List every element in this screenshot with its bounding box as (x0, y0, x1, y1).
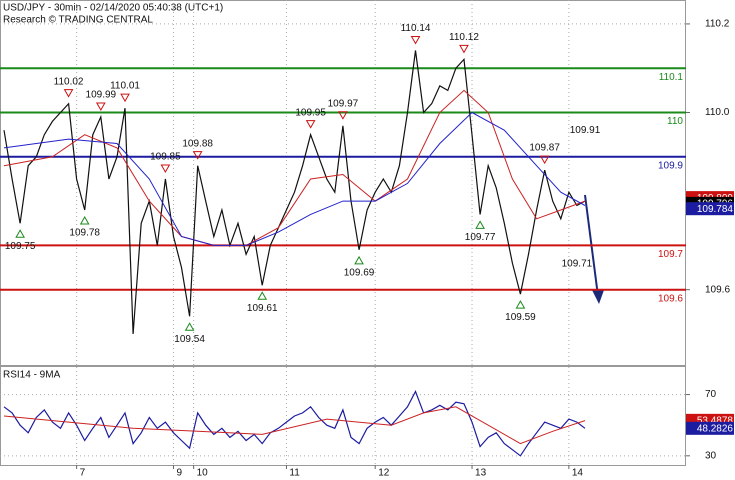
low-marker (475, 220, 485, 229)
annotation-label: 110.02 (54, 76, 84, 87)
level-label: 110 (667, 116, 683, 127)
low-marker (257, 291, 268, 300)
y-tick-label: 110.2 (705, 19, 730, 30)
annotation-label: 109.61 (247, 303, 278, 314)
high-marker (338, 111, 348, 120)
last-value-label: 53.4878 (697, 415, 734, 426)
low-marker (79, 215, 90, 225)
low-marker (184, 322, 195, 331)
high-marker (63, 89, 74, 98)
x-tick-label: 10 (197, 468, 209, 479)
high-marker (95, 102, 106, 111)
series-line (3, 406, 586, 445)
price-panel (0, 0, 686, 366)
level-label: 109.6 (658, 293, 683, 304)
annotation-label: 109.75 (5, 241, 36, 252)
annotation-label: 110.01 (110, 81, 140, 92)
x-tick-label: 12 (378, 468, 390, 479)
annotation-label: 109.88 (182, 138, 213, 149)
annotation-label: 109.87 (529, 143, 560, 154)
low-marker (354, 255, 364, 265)
rsi-panel (0, 366, 686, 466)
high-marker (410, 35, 421, 45)
annotation-label: 109.99 (86, 90, 117, 101)
forecast-arrow-head (592, 290, 604, 304)
high-marker (160, 164, 171, 173)
x-tick-label: 13 (475, 468, 487, 479)
high-marker (459, 44, 469, 54)
y-tick-label: 109.6 (705, 284, 730, 295)
annotation-label: 109.59 (505, 312, 536, 323)
chart-subtitle: Research © TRADING CENTRAL (3, 15, 153, 26)
annotation-label: 110.14 (401, 23, 431, 34)
x-tick-label: 11 (289, 468, 300, 479)
annotation-label: 110.12 (449, 32, 479, 43)
series-line (3, 50, 586, 335)
annotation-label: 109.78 (69, 228, 100, 239)
high-marker (305, 120, 316, 129)
annotation-label: 109.85 (150, 152, 181, 163)
y-tick-label: 70 (705, 389, 717, 400)
level-label: 110.1 (659, 72, 684, 83)
last-value-box (686, 202, 734, 216)
series-line (3, 390, 586, 457)
last-value-label: 109.784 (697, 204, 734, 215)
high-marker (192, 151, 203, 160)
level-label: 109.7 (658, 249, 683, 260)
last-value-label: 48.2826 (697, 423, 734, 434)
rsi-title: RSI14 - 9MA (3, 370, 61, 381)
series-line (3, 89, 586, 246)
high-marker (539, 155, 550, 165)
last-value-box (686, 421, 734, 435)
annotation-label: 109.91 (570, 125, 601, 136)
high-marker (120, 93, 130, 103)
x-tick-label: 9 (176, 468, 182, 479)
annotation-label: 109.69 (344, 267, 375, 278)
x-tick-label: 7 (80, 468, 86, 479)
annotation-label: 109.54 (174, 334, 205, 345)
low-marker (15, 229, 26, 238)
y-tick-label: 30 (705, 450, 717, 461)
low-marker (515, 300, 526, 309)
annotation-label: 109.95 (295, 107, 326, 118)
series-line (3, 111, 586, 246)
annotation-label: 109.71 (562, 259, 593, 270)
level-label: 109.9 (658, 160, 683, 171)
x-tick-label: 14 (572, 468, 584, 479)
annotation-label: 109.97 (328, 98, 359, 109)
y-tick-label: 110.0 (705, 107, 730, 118)
chart-title: USD/JPY - 30min - 02/14/2020 05:40:38 (U… (3, 3, 223, 14)
annotation-label: 109.77 (465, 232, 496, 243)
